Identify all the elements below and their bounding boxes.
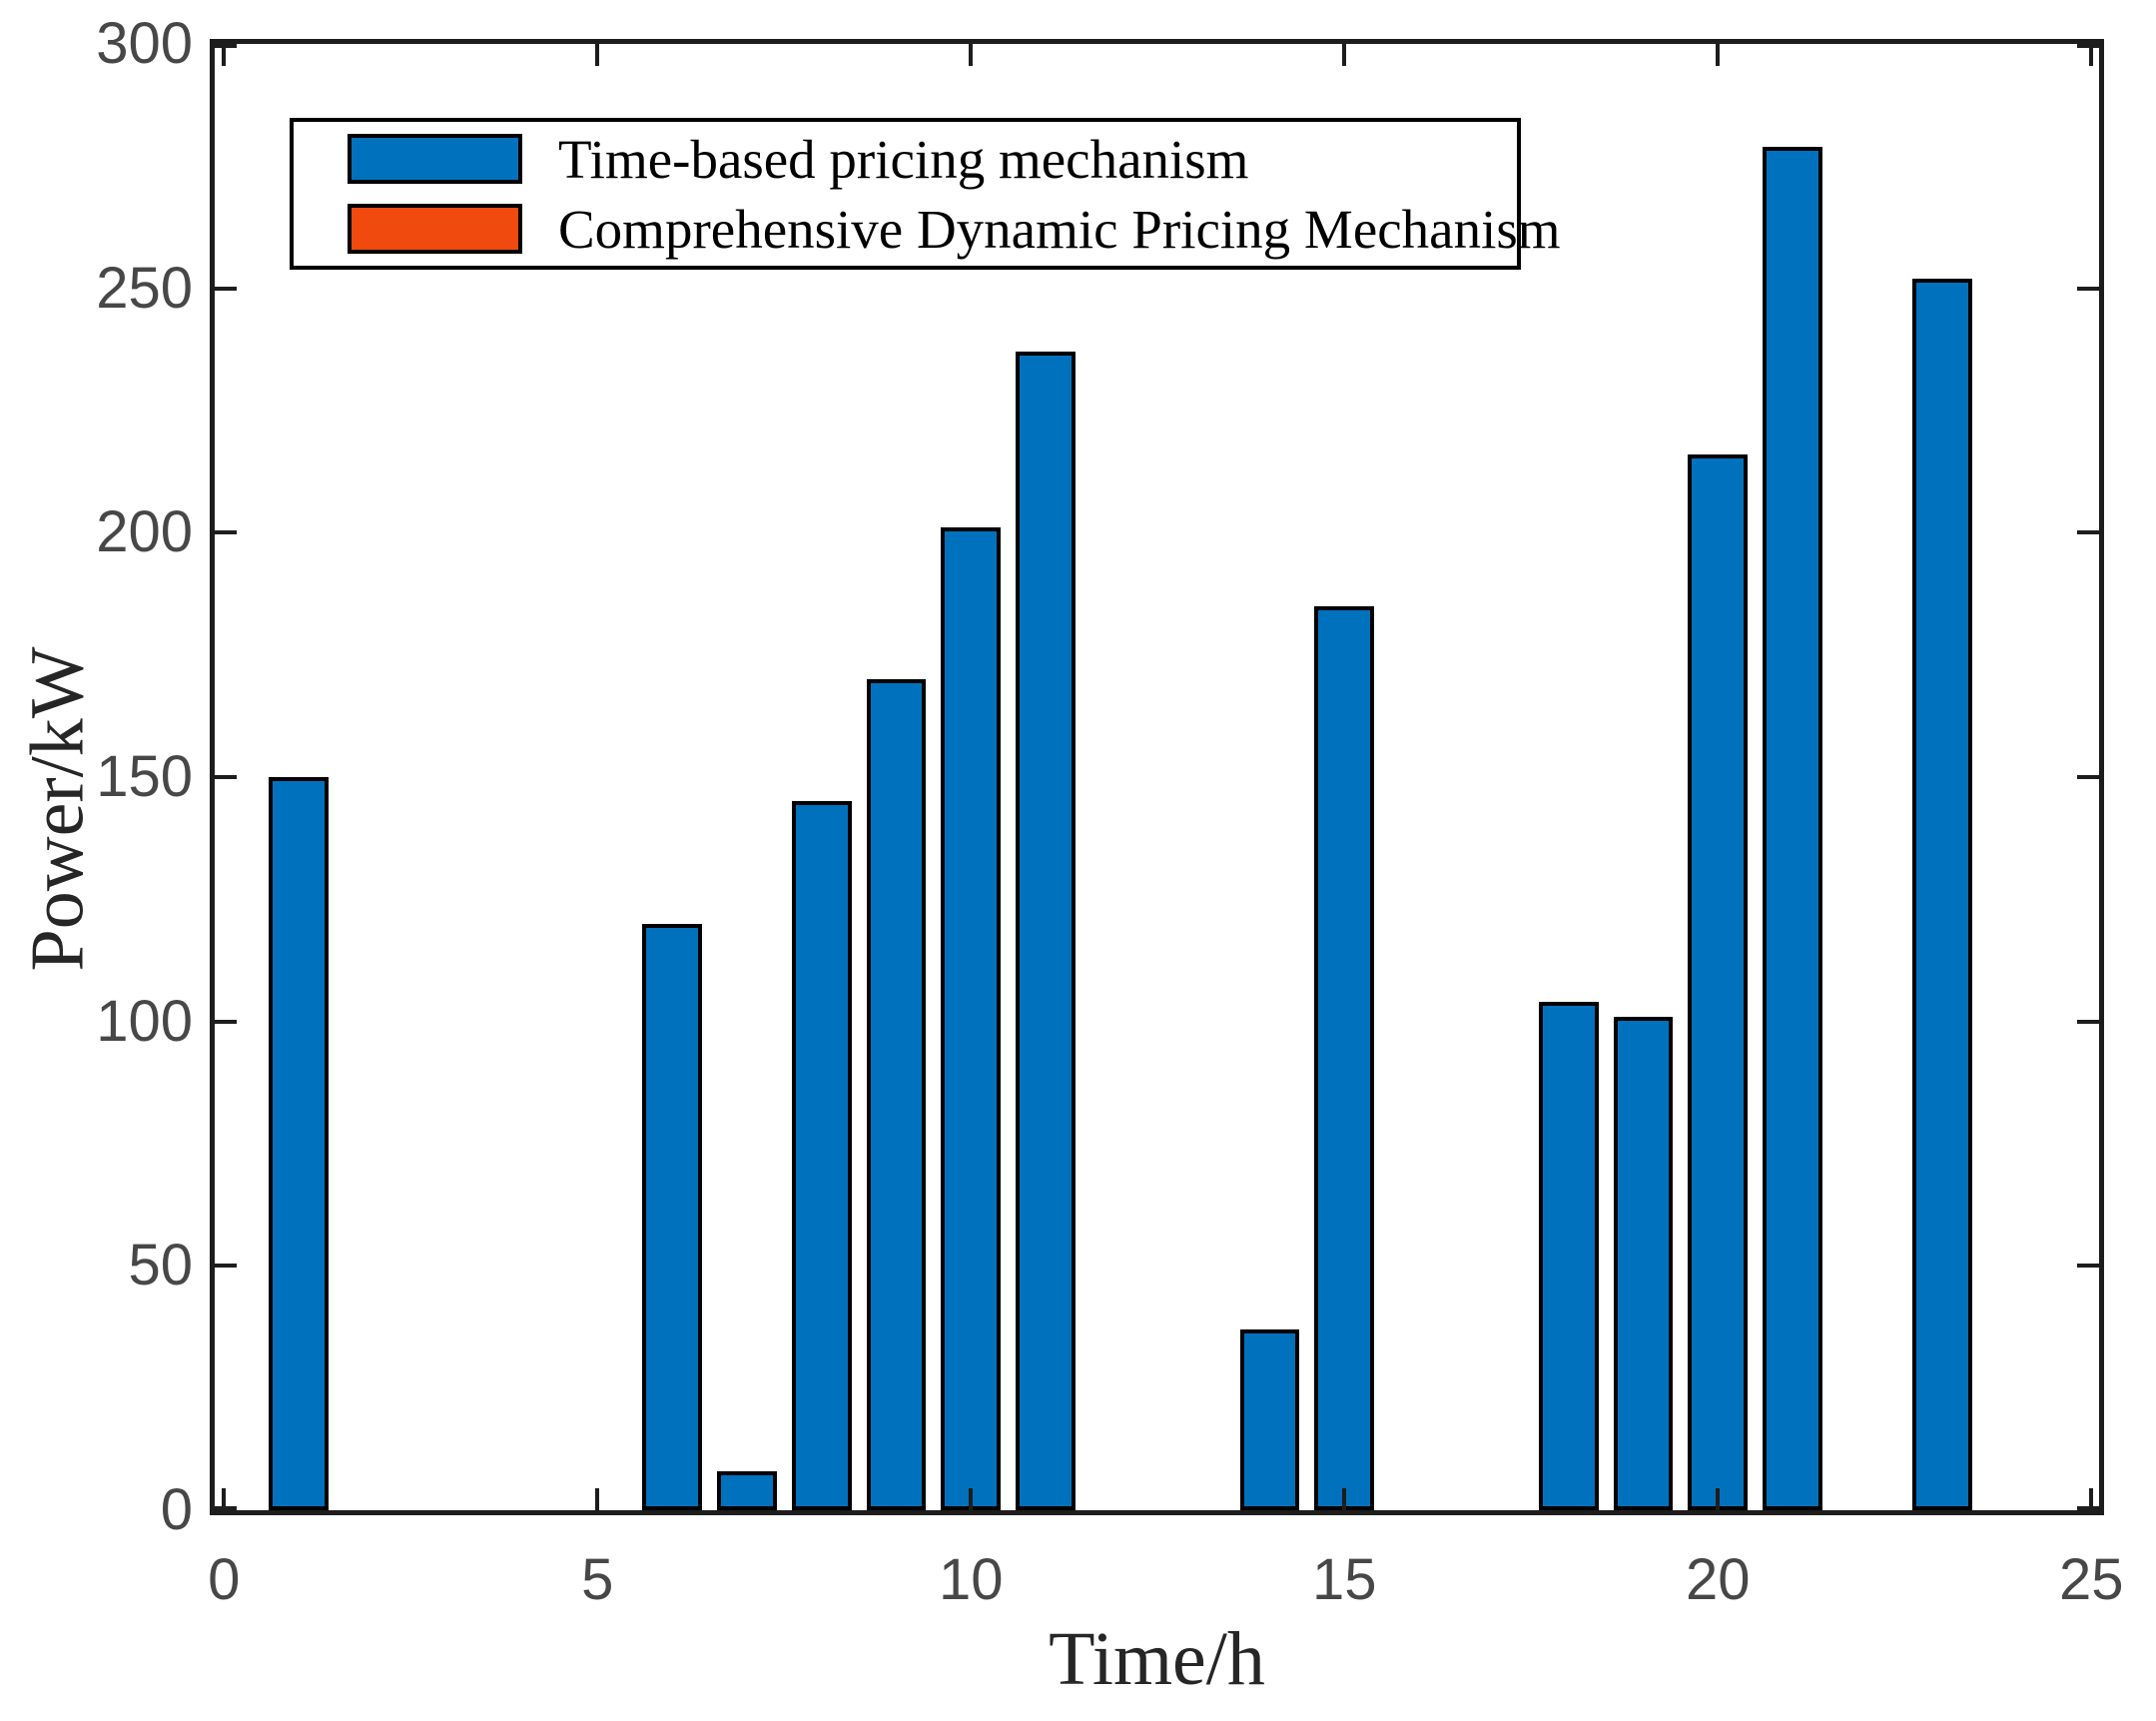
bar-series0-hour-14 bbox=[1239, 1328, 1300, 1510]
bar-series0-hour-19 bbox=[1613, 1016, 1674, 1510]
bar-series0-hour-8 bbox=[791, 801, 852, 1510]
x-tick-label-15: 15 bbox=[1312, 1547, 1377, 1612]
x-tick-top-20 bbox=[1716, 44, 1721, 66]
legend-swatch-blue bbox=[348, 134, 522, 184]
y-tick-label-250: 250 bbox=[96, 255, 193, 321]
y-tick-label-0: 0 bbox=[160, 1477, 193, 1542]
legend-swatch-orange bbox=[348, 204, 522, 254]
y-tick-label-100: 100 bbox=[96, 988, 193, 1054]
legend-label-comprehensive: Comprehensive Dynamic Pricing Mechanism bbox=[558, 198, 1561, 260]
x-tick-bottom-20 bbox=[1716, 1488, 1721, 1510]
bar-series0-hour-1 bbox=[269, 777, 329, 1510]
y-tick-label-300: 300 bbox=[96, 11, 193, 76]
y-tick-right-250 bbox=[2077, 286, 2099, 291]
bar-series0-hour-23 bbox=[1911, 278, 1972, 1510]
y-tick-right-100 bbox=[2077, 1019, 2099, 1024]
legend-item-time-based: Time-based pricing mechanism bbox=[348, 128, 1517, 190]
x-axis-label: Time/h bbox=[1049, 1617, 1265, 1701]
x-tick-bottom-25 bbox=[2089, 1488, 2094, 1510]
y-tick-right-300 bbox=[2077, 44, 2099, 48]
y-tick-label-50: 50 bbox=[128, 1233, 193, 1298]
y-tick-right-0 bbox=[2077, 1506, 2099, 1510]
legend-label-time-based: Time-based pricing mechanism bbox=[558, 128, 1249, 190]
bar-series0-hour-18 bbox=[1538, 1002, 1599, 1510]
bar-series0-hour-9 bbox=[866, 679, 927, 1510]
x-tick-top-15 bbox=[1342, 44, 1347, 66]
x-tick-label-0: 0 bbox=[208, 1547, 241, 1612]
bar-series0-hour-15 bbox=[1314, 605, 1375, 1510]
x-tick-bottom-5 bbox=[595, 1488, 600, 1510]
y-tick-left-0 bbox=[215, 1506, 237, 1510]
x-tick-top-5 bbox=[595, 44, 600, 66]
y-tick-left-100 bbox=[215, 1019, 237, 1024]
x-tick-top-25 bbox=[2089, 44, 2094, 66]
y-tick-left-200 bbox=[215, 530, 237, 535]
y-tick-left-50 bbox=[215, 1264, 237, 1269]
bar-series0-hour-10 bbox=[941, 527, 1002, 1510]
bar-series0-hour-21 bbox=[1763, 146, 1822, 1510]
y-tick-left-150 bbox=[215, 775, 237, 779]
y-tick-label-150: 150 bbox=[96, 744, 193, 809]
bars-layer bbox=[215, 44, 2099, 1510]
bar-series0-hour-11 bbox=[1016, 352, 1076, 1510]
x-tick-bottom-15 bbox=[1342, 1488, 1347, 1510]
ticks-layer bbox=[215, 44, 2099, 1510]
x-tick-label-25: 25 bbox=[2059, 1547, 2124, 1612]
y-tick-right-200 bbox=[2077, 530, 2099, 535]
y-axis-label: Power/kW bbox=[15, 646, 100, 972]
y-tick-label-200: 200 bbox=[96, 499, 193, 565]
y-tick-right-150 bbox=[2077, 775, 2099, 779]
x-tick-bottom-0 bbox=[222, 1488, 227, 1510]
bar-series0-hour-6 bbox=[642, 923, 702, 1510]
x-tick-label-20: 20 bbox=[1686, 1547, 1751, 1612]
legend-box: Time-based pricing mechanism Comprehensi… bbox=[290, 118, 1561, 270]
y-tick-left-300 bbox=[215, 44, 237, 48]
x-tick-label-5: 5 bbox=[581, 1547, 614, 1612]
legend-item-comprehensive: Comprehensive Dynamic Pricing Mechanism bbox=[348, 202, 1561, 257]
x-tick-bottom-10 bbox=[969, 1488, 974, 1510]
x-tick-top-10 bbox=[969, 44, 974, 66]
x-tick-top-0 bbox=[222, 44, 227, 66]
bar-series0-hour-7 bbox=[716, 1470, 777, 1510]
y-tick-right-50 bbox=[2077, 1264, 2099, 1269]
plot-area: Time-based pricing mechanism Comprehensi… bbox=[210, 39, 2104, 1515]
x-tick-label-10: 10 bbox=[939, 1547, 1004, 1612]
y-tick-left-250 bbox=[215, 286, 237, 291]
bar-series0-hour-20 bbox=[1688, 454, 1749, 1510]
